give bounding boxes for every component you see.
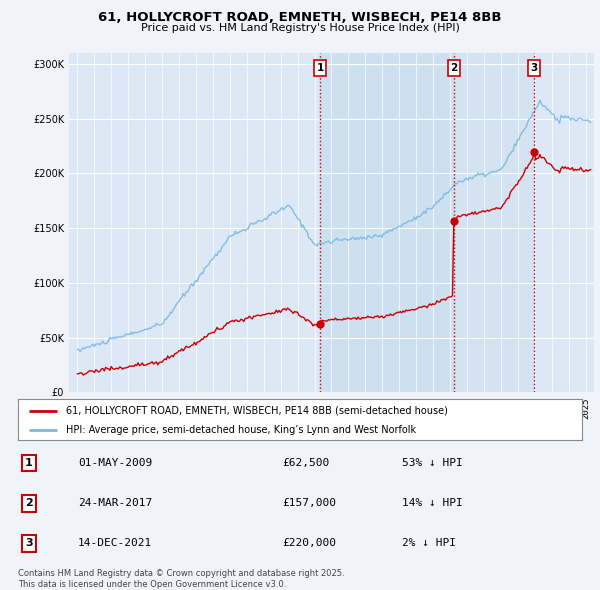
Text: £157,000: £157,000 [282, 499, 336, 508]
Text: 24-MAR-2017: 24-MAR-2017 [78, 499, 152, 508]
Text: 2% ↓ HPI: 2% ↓ HPI [402, 539, 456, 548]
Text: 01-MAY-2009: 01-MAY-2009 [78, 458, 152, 468]
Text: 1: 1 [317, 63, 324, 73]
Text: 3: 3 [25, 539, 32, 548]
Text: Price paid vs. HM Land Registry's House Price Index (HPI): Price paid vs. HM Land Registry's House … [140, 23, 460, 33]
Text: 1: 1 [25, 458, 32, 468]
Text: HPI: Average price, semi-detached house, King’s Lynn and West Norfolk: HPI: Average price, semi-detached house,… [66, 425, 416, 435]
Bar [454, 53, 534, 392]
Text: 2: 2 [25, 499, 32, 508]
Text: 53% ↓ HPI: 53% ↓ HPI [402, 458, 463, 468]
Text: 14% ↓ HPI: 14% ↓ HPI [402, 499, 463, 508]
Text: 61, HOLLYCROFT ROAD, EMNETH, WISBECH, PE14 8BB: 61, HOLLYCROFT ROAD, EMNETH, WISBECH, PE… [98, 11, 502, 24]
Bar [320, 53, 454, 392]
Text: 3: 3 [530, 63, 538, 73]
Text: £62,500: £62,500 [282, 458, 329, 468]
Text: 2: 2 [450, 63, 457, 73]
Text: 61, HOLLYCROFT ROAD, EMNETH, WISBECH, PE14 8BB (semi-detached house): 61, HOLLYCROFT ROAD, EMNETH, WISBECH, PE… [66, 406, 448, 416]
Text: £220,000: £220,000 [282, 539, 336, 548]
Text: 14-DEC-2021: 14-DEC-2021 [78, 539, 152, 548]
Text: Contains HM Land Registry data © Crown copyright and database right 2025.
This d: Contains HM Land Registry data © Crown c… [18, 569, 344, 589]
